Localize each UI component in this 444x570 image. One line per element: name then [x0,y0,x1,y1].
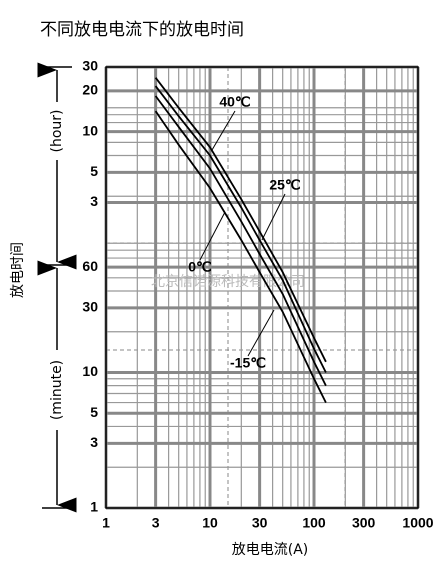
leader-line [247,309,275,357]
series-label: 40℃ [219,94,251,110]
x-tick-label: 10 [202,515,218,531]
y-tick-label: 60 [82,258,98,274]
leader-line [261,193,286,241]
y-tick-label: 10 [82,363,98,379]
leader-line [211,110,236,151]
line-series [154,110,327,404]
axis-arrows [37,62,77,513]
section-label: (minute) [49,360,65,420]
plot-frame [105,66,419,509]
y-tick-label: 3 [90,434,98,450]
y-tick-label: 30 [82,299,98,315]
y-tick-label: 5 [90,163,98,179]
y-tick-label: 30 [82,58,98,74]
x-tick-label: 3 [152,515,160,531]
y-tick-label: 10 [82,122,98,138]
y-tick-label: 3 [90,193,98,209]
line-series [154,85,327,373]
y-axis-label: 放电时间 [10,242,26,298]
series-label: -15℃ [230,355,266,371]
x-tick-label: 300 [352,515,376,531]
section-label: (hour) [49,110,65,153]
chart-title: 不同放电电流下的放电时间 [40,20,244,40]
leader-line [199,211,226,261]
series-label: 25℃ [269,177,301,193]
watermark: 北京信诺源科技有限公司 [151,274,305,290]
x-tick-label: 30 [252,515,268,531]
y-tick-label: 5 [90,404,98,420]
x-tick-label: 1000 [402,515,433,531]
x-tick-label: 100 [302,515,326,531]
line-series [154,95,327,387]
y-tick-label: 1 [90,499,98,515]
x-tick-label: 1 [102,515,110,531]
y-tick-label: 20 [82,82,98,98]
line-series [154,77,327,363]
x-axis-label: 放电电流(A) [232,542,309,558]
series-label: 0℃ [188,259,212,275]
grid [104,65,420,510]
